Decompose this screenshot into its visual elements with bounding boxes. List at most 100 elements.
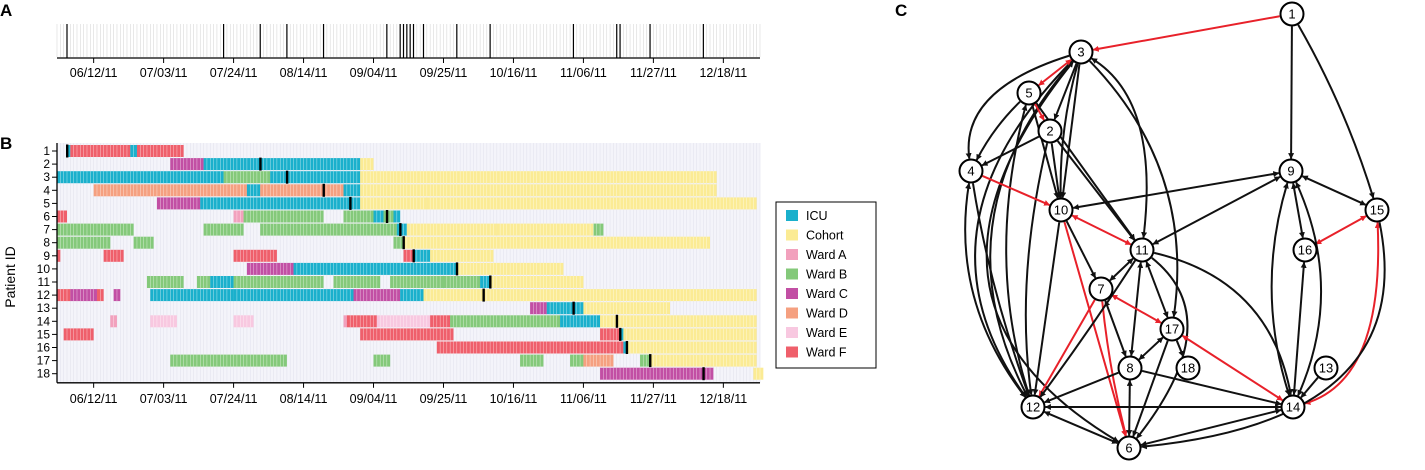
network-node xyxy=(1175,355,1201,381)
infection-marker xyxy=(259,157,262,171)
transmission-edge xyxy=(1057,63,1079,199)
stay-segment xyxy=(530,302,547,315)
stay-segment xyxy=(626,341,757,354)
transmission-edge xyxy=(964,182,1027,398)
network-node xyxy=(1016,80,1042,106)
stay-segment xyxy=(753,367,764,380)
stay-segment xyxy=(620,328,624,341)
network-node xyxy=(1088,276,1114,302)
transmission-edge xyxy=(1005,104,1031,396)
stay-segment xyxy=(383,210,394,223)
panel-a-timeline: 06/12/11 07/03/11 07/24/11 08/14/11 09/04/11… xyxy=(56,24,761,80)
transmission-edge xyxy=(1065,220,1097,279)
node-label: 8 xyxy=(1126,361,1133,376)
transmission-edge xyxy=(1032,222,1061,396)
transmission-edge xyxy=(1270,182,1291,396)
legend-label: Ward B xyxy=(806,268,847,282)
patient-id-label: 3 xyxy=(43,170,50,184)
patient-id-label: 5 xyxy=(43,196,50,210)
patient-id-label: 8 xyxy=(43,236,50,250)
legend-label: Ward F xyxy=(806,346,847,360)
node-label: 5 xyxy=(1025,86,1032,101)
patient-id-label: 2 xyxy=(43,157,50,171)
node-label: 1 xyxy=(1288,7,1295,22)
transmission-edge-red xyxy=(1038,58,1072,87)
transmission-edge-red xyxy=(1038,299,1096,397)
x-tick-label: 09/25/11 xyxy=(420,66,468,80)
transmission-edge xyxy=(1132,340,1169,437)
legend-label: Ward C xyxy=(806,287,848,301)
infection-marker xyxy=(649,354,652,368)
legend: ICU Cohort Ward A Ward B Ward C Ward D Ward E W… xyxy=(775,201,877,369)
transmission-edge xyxy=(1291,182,1305,239)
stay-segment xyxy=(156,197,201,210)
transmission-edge xyxy=(1300,376,1319,399)
infection-marker xyxy=(65,144,69,158)
legend-swatch xyxy=(786,229,798,241)
stay-segment xyxy=(443,276,481,288)
transmission-edge xyxy=(1024,142,1049,396)
stay-segment xyxy=(623,341,627,354)
node-label: 2 xyxy=(1046,124,1053,139)
x-tick-label: 07/24/11 xyxy=(210,392,258,406)
transmission-edge xyxy=(1297,24,1375,199)
x-tick-label: 09/04/11 xyxy=(350,392,398,406)
panel-letter-a: A xyxy=(0,1,12,20)
patient-id-label: 15 xyxy=(37,327,51,341)
infection-marker xyxy=(412,249,415,263)
transmission-edge xyxy=(1138,336,1164,361)
infection-marker xyxy=(455,262,459,276)
network-node xyxy=(1313,355,1339,381)
stay-segment xyxy=(270,171,361,184)
legend-swatch xyxy=(786,307,798,319)
stay-segment xyxy=(233,249,277,262)
legend-label: Cohort xyxy=(806,229,844,243)
x-tick-label: 08/14/11 xyxy=(280,392,328,406)
network-node xyxy=(1278,158,1304,184)
stay-segment xyxy=(260,184,344,197)
stay-segment xyxy=(600,367,704,380)
stay-segment xyxy=(403,249,414,262)
infection-marker xyxy=(399,223,402,237)
transmission-edge xyxy=(1145,261,1169,318)
stay-segment xyxy=(360,171,717,184)
network-node xyxy=(1159,316,1185,342)
transmission-edge xyxy=(1060,64,1081,199)
x-tick-label: 12/18/11 xyxy=(699,392,747,406)
node-label: 12 xyxy=(1026,400,1040,415)
x-tick-label: 07/24/11 xyxy=(210,66,258,80)
infection-marker xyxy=(402,236,405,250)
infection-marker xyxy=(489,275,492,289)
stay-segment xyxy=(66,145,71,157)
legend-label: Ward D xyxy=(806,307,848,321)
legend-swatch xyxy=(786,346,798,358)
node-label: 16 xyxy=(1298,243,1312,258)
transmission-edge xyxy=(1039,259,1137,398)
network-node xyxy=(1292,237,1318,263)
patient-id-label: 18 xyxy=(37,367,51,381)
transmission-edge xyxy=(1153,251,1293,396)
stay-segment xyxy=(170,354,287,367)
patient-id-label: 4 xyxy=(43,183,50,197)
network-node xyxy=(958,158,984,184)
transmission-edge xyxy=(1104,300,1127,357)
transmission-edge xyxy=(975,100,1021,161)
network-node xyxy=(1068,39,1094,65)
transmission-edge-red xyxy=(1315,215,1367,245)
stay-segment xyxy=(430,249,494,262)
patient-id-label: 14 xyxy=(37,314,51,328)
patient-id-label: 6 xyxy=(43,210,50,224)
stay-segment xyxy=(233,276,324,288)
infection-marker xyxy=(349,196,352,210)
legend-swatch xyxy=(786,288,798,299)
panel-letter-b: B xyxy=(0,134,12,153)
patient-id-label: 17 xyxy=(37,354,51,368)
patient-id-label: 7 xyxy=(43,223,50,237)
stay-segment xyxy=(583,354,614,367)
node-label: 15 xyxy=(1370,203,1384,218)
stay-segment xyxy=(57,223,134,236)
legend-frame xyxy=(775,201,877,369)
node-label: 14 xyxy=(1286,400,1300,415)
node-label: 7 xyxy=(1097,282,1104,297)
